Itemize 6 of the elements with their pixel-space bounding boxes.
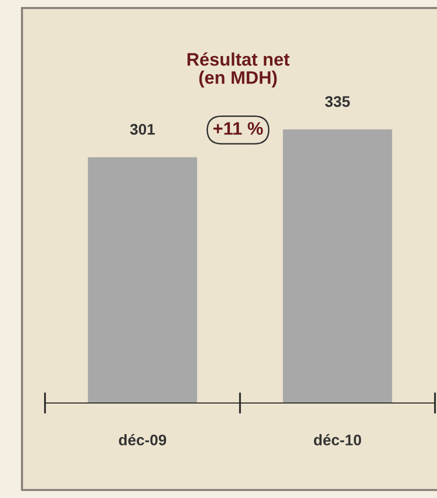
x-tick-label: déc-09 (118, 434, 166, 446)
annotation: +11 % (213, 122, 263, 135)
data-label: 301 (130, 124, 155, 135)
chart-title: Résultat net (en MDH) (188, 52, 290, 88)
x-tick-label: déc-10 (314, 434, 362, 446)
data-label: 335 (325, 96, 350, 107)
